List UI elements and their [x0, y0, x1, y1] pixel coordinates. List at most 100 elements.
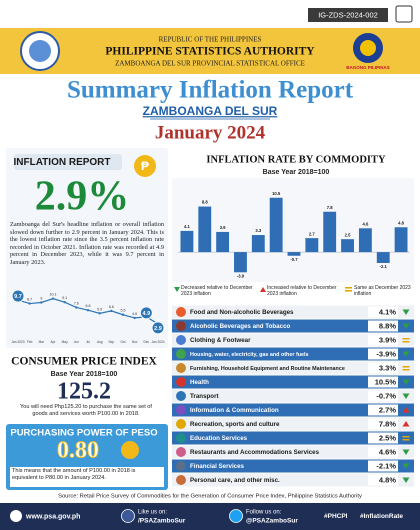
footer-website[interactable]: www.psa.gov.ph — [25, 513, 80, 520]
row-icon — [176, 349, 186, 359]
row-icon — [176, 461, 186, 471]
trend-value-label: 10.1 — [50, 293, 57, 297]
trend-x-label: Mar — [39, 340, 45, 344]
trend-down — [402, 393, 410, 399]
row-icon — [176, 335, 186, 345]
commodity-name: Transport — [190, 393, 219, 400]
cpi-value: 125.2 — [57, 379, 111, 405]
row-icon — [176, 377, 186, 387]
ppp-note-box: This means that the amount of P100.00 in… — [12, 468, 135, 481]
trend-value-label: 6.8 — [86, 304, 91, 308]
trend-down — [402, 309, 410, 315]
trend-same — [402, 341, 410, 343]
bar — [269, 197, 283, 253]
trend-down — [402, 463, 410, 469]
row-icon — [176, 475, 186, 485]
web-icon — [10, 510, 22, 522]
commodity-table: Food and Non-alcoholic Beverages 4.1% Alco… — [172, 305, 414, 487]
row-icon — [176, 447, 186, 457]
trend-point — [40, 301, 43, 304]
commodity-value: -2.1% — [376, 461, 396, 470]
bagong-label: BAGONG PILIPINAS — [346, 65, 390, 70]
ppp-value: 0.80 — [57, 438, 99, 464]
trend-up — [402, 421, 410, 427]
commodity-value: 4.1% — [379, 307, 396, 316]
commodity-value: -0.7% — [376, 391, 396, 400]
bar-value-label: -2.1 — [380, 264, 388, 269]
value-cell — [368, 320, 398, 332]
trend-up — [402, 407, 410, 413]
legend-same: Same as December 2023 inflation — [354, 285, 411, 297]
commodity-value: 4.6% — [379, 447, 396, 456]
trend-value-label: 5.9 — [97, 307, 102, 311]
trend-point — [28, 302, 31, 305]
table-row — [172, 333, 414, 347]
value-cell — [368, 376, 398, 388]
trend-value-label: 9.1 — [62, 296, 67, 300]
inflation-label: INFLATION REPORT — [13, 157, 110, 168]
trend-value-label: 4.9 — [143, 311, 151, 317]
value-cell — [368, 432, 398, 444]
inflation-label-box — [14, 154, 122, 170]
legend-up-box: Increased relative to December 2023 infl… — [267, 285, 336, 297]
bar-value-label: 8.8 — [202, 200, 208, 205]
footer-twitter[interactable]: @PSAZamboSur — [246, 518, 298, 525]
bar — [180, 230, 194, 253]
trend-same — [402, 436, 410, 438]
table-row — [172, 431, 414, 445]
bar-panel — [172, 178, 414, 282]
trend-x-label: Apr — [51, 340, 57, 344]
legend-up-icon — [260, 287, 266, 292]
value-cell — [368, 334, 398, 346]
trend-same — [402, 338, 410, 340]
trend-value-label: 8.7 — [27, 298, 32, 302]
row-icon — [176, 363, 186, 373]
psa-logo-core — [29, 40, 51, 62]
source: Source: Retail Price Survey of Commoditi… — [58, 494, 362, 500]
row-icon — [176, 307, 186, 317]
trend-down — [402, 323, 410, 329]
ppp-coin — [121, 441, 139, 459]
commodity-name: Personal care, and other misc. — [190, 477, 280, 484]
inflation-panel — [6, 148, 168, 348]
trend-value-label: 7.6 — [74, 301, 79, 305]
bar-value-label: 4.1 — [184, 224, 190, 229]
footer-facebook[interactable]: /PSAZamboSur — [138, 518, 186, 525]
commodity-value: -3.9% — [376, 349, 396, 358]
commodity-value: 3.9% — [379, 335, 396, 344]
commodity-name: Clothing & Footwear — [190, 337, 251, 344]
trend-point — [139, 306, 153, 320]
trend-value-label: 9.7 — [14, 294, 22, 300]
commodity-title: INFLATION RATE BY COMMODITY — [206, 154, 386, 165]
value-cell — [368, 418, 398, 430]
trend-value-label: 2.9 — [154, 326, 162, 332]
trend-point — [11, 289, 25, 303]
cpi-title: CONSUMER PRICE INDEX — [11, 356, 157, 368]
legend-down-icon — [174, 287, 180, 292]
trend-x-label: Oct — [121, 340, 126, 344]
twitter-icon — [229, 509, 243, 523]
id-box — [308, 8, 388, 22]
row-icon — [176, 433, 186, 443]
value-cell — [368, 362, 398, 374]
table-row — [172, 403, 414, 417]
period: January 2024 — [155, 122, 266, 143]
bar — [305, 238, 319, 253]
bar-value-label: 2.5 — [345, 232, 351, 237]
table-row — [172, 361, 414, 375]
bar-value-label: 4.6 — [362, 221, 368, 226]
trend-point — [63, 300, 66, 304]
table-row — [172, 459, 414, 473]
trend-down — [402, 477, 410, 483]
header-band — [0, 28, 420, 74]
trend-point — [151, 321, 165, 335]
trend-x-label: Jul — [86, 340, 90, 344]
bar-chart: 4.1 8.8 3.9 -3.9 3.3 10.5 -0.7 2.7 7.8 2.5 4.6 -2.1… — [178, 191, 410, 278]
trend-x-label: May — [62, 340, 68, 344]
trend-x-label: Feb — [27, 340, 33, 344]
republic: REPUBLIC OF THE PHILIPPINES — [159, 36, 262, 44]
page-title: Summary Inflation Report — [67, 77, 354, 104]
row-icon — [176, 405, 186, 415]
commodity-name: Health — [190, 379, 209, 386]
trend-value-label: 4.6 — [132, 312, 137, 316]
